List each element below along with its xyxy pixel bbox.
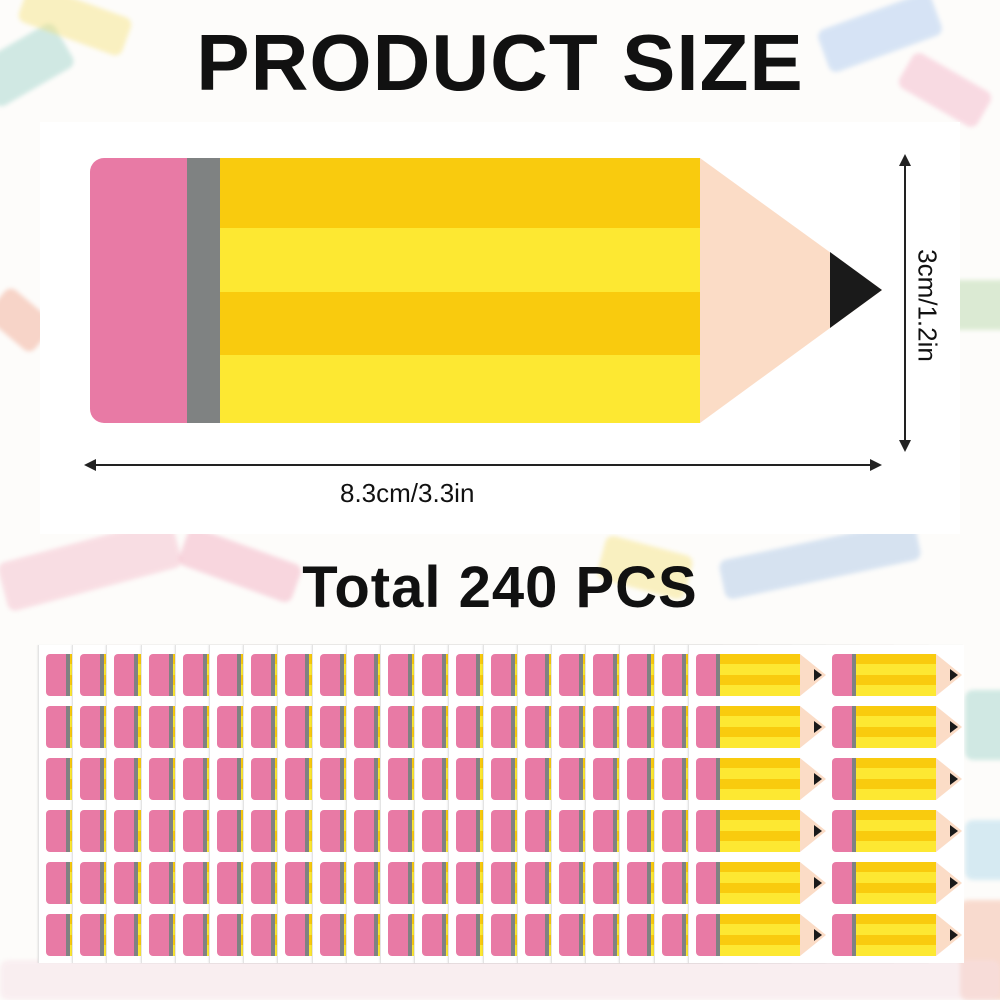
pencil-sticker <box>695 810 826 852</box>
total-count-heading: Total 240 PCS <box>302 555 698 620</box>
ferrule <box>187 158 220 423</box>
pencil-sticker <box>831 862 962 904</box>
pencil-sticker <box>831 914 962 956</box>
product-size-heading: PRODUCT SIZE <box>196 18 804 107</box>
pencil-sticker <box>695 706 826 748</box>
pencil-sticker <box>831 706 962 748</box>
pencil-sticker <box>695 654 826 696</box>
pencil-sticker <box>695 758 826 800</box>
pencil-sticker <box>695 862 826 904</box>
pencil-sticker <box>831 758 962 800</box>
pencil-tip <box>700 158 882 423</box>
width-label: 8.3cm/3.3in <box>340 478 475 508</box>
sticker-sheet <box>687 645 964 963</box>
pencil-sticker <box>831 654 962 696</box>
pencil-sticker <box>695 914 826 956</box>
eraser <box>90 158 187 423</box>
pencil-sticker <box>831 810 962 852</box>
